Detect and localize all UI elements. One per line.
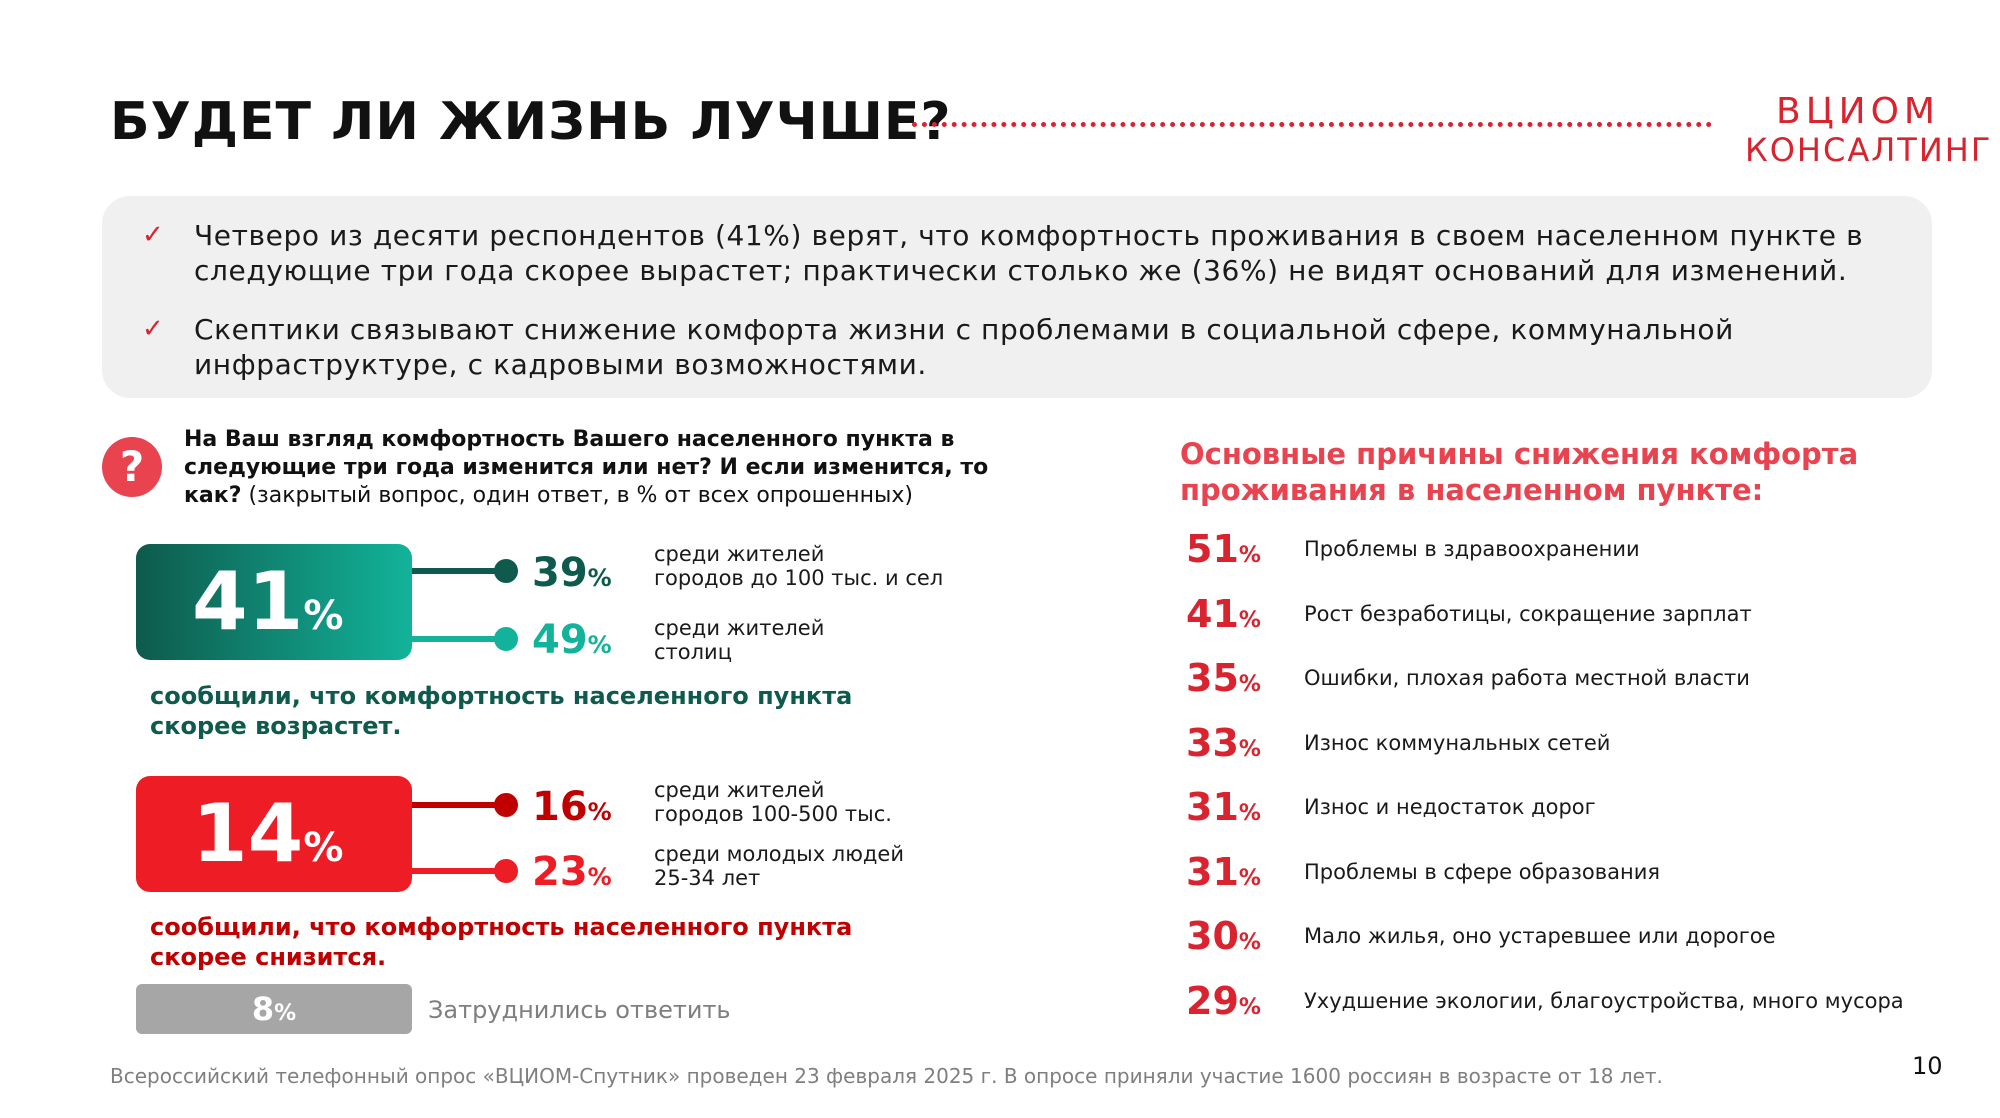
reason-value: 41% bbox=[1186, 591, 1261, 636]
reason-label: Проблемы в здравоохранении bbox=[1304, 537, 1640, 561]
page-title: БУДЕТ ЛИ ЖИЗНЬ ЛУЧШЕ? bbox=[110, 92, 952, 152]
increase-sub-label-1: среди жителей городов до 100 тыс. и сел bbox=[654, 542, 944, 590]
reason-value: 33% bbox=[1186, 720, 1261, 765]
reason-row: 35% Ошибки, плохая работа местной власти bbox=[1186, 655, 1946, 701]
summary-panel: ✓ Четверо из десяти респондентов (41%) в… bbox=[102, 196, 1932, 398]
decrease-total-value: 14% bbox=[192, 787, 344, 880]
reason-value: 30% bbox=[1186, 914, 1261, 958]
decrease-connector-1 bbox=[412, 802, 504, 808]
reason-row: 41% Рост безработицы, сокращение зарплат bbox=[1186, 591, 1946, 637]
increase-sub-value-1: 39% bbox=[532, 550, 612, 596]
reasons-title: Основные причины снижения комфорта прожи… bbox=[1180, 437, 1859, 507]
summary-bullet-text: Скептики связывают снижение комфорта жиз… bbox=[194, 313, 1734, 381]
decrease-connector-2 bbox=[412, 868, 504, 874]
reason-value: 31% bbox=[1186, 785, 1261, 829]
increase-caption: сообщили, что комфортность населенного п… bbox=[150, 682, 853, 740]
reason-label: Износ коммунальных сетей bbox=[1304, 730, 1611, 755]
dont-know-label: Затруднились ответить bbox=[428, 996, 731, 1024]
check-icon: ✓ bbox=[142, 220, 165, 250]
decrease-sub-value-1: 16% bbox=[532, 784, 612, 830]
increase-connector-1 bbox=[412, 568, 504, 574]
title-dotted-divider bbox=[912, 122, 1712, 127]
check-icon: ✓ bbox=[142, 314, 165, 344]
reason-value: 31% bbox=[1186, 849, 1261, 894]
logo-line-1: ВЦИОМ bbox=[1776, 91, 1940, 132]
reason-label: Износ и недостаток дорог bbox=[1304, 795, 1596, 819]
question-note: (закрытый вопрос, один ответ, в % от все… bbox=[241, 483, 913, 508]
survey-footnote: Всероссийский телефонный опрос «ВЦИОМ-Сп… bbox=[110, 1064, 1663, 1088]
reason-label: Ухудшение экологии, благоустройства, мно… bbox=[1304, 988, 1904, 1013]
decrease-total-box: 14% bbox=[136, 776, 412, 892]
reason-row: 33% Износ коммунальных сетей bbox=[1186, 720, 1946, 766]
dont-know-value: 8 bbox=[251, 990, 275, 1028]
increase-connector-2 bbox=[412, 636, 504, 642]
reason-label: Рост безработицы, сокращение зарплат bbox=[1304, 601, 1752, 626]
increase-sub-label-2: среди жителей столиц bbox=[654, 616, 825, 664]
decrease-sub-value-2: 23% bbox=[532, 849, 612, 895]
decrease-dot-1 bbox=[494, 793, 518, 817]
decrease-sub-label-2: среди молодых людей 25-34 лет bbox=[654, 842, 904, 890]
increase-total-value: 41% bbox=[192, 555, 344, 648]
reason-value: 29% bbox=[1186, 978, 1261, 1023]
reason-value: 35% bbox=[1186, 656, 1261, 700]
question-text: На Ваш взгляд комфортность Вашего населе… bbox=[184, 427, 989, 508]
decrease-sub-label-1: среди жителей городов 100-500 тыс. bbox=[654, 778, 892, 826]
decrease-dot-2 bbox=[494, 859, 518, 883]
reason-value: 51% bbox=[1186, 527, 1261, 571]
dont-know-box: 8% bbox=[136, 984, 412, 1034]
reason-label: Мало жилья, оно устаревшее или дорогое bbox=[1304, 924, 1776, 948]
increase-sub-value-2: 49% bbox=[532, 617, 612, 663]
reason-row: 51% Проблемы в здравоохранении bbox=[1186, 526, 1946, 572]
increase-dot-1 bbox=[494, 559, 518, 583]
reason-row: 31% Проблемы в сфере образования bbox=[1186, 849, 1946, 895]
reason-label: Проблемы в сфере образования bbox=[1304, 859, 1661, 884]
increase-total-box: 41% bbox=[136, 544, 412, 660]
reason-row: 30% Мало жилья, оно устаревшее или дорого… bbox=[1186, 913, 1946, 959]
decrease-caption: сообщили, что комфортность населенного п… bbox=[150, 913, 853, 971]
logo-line-2: КОНСАЛТИНГ bbox=[1745, 131, 1993, 169]
reason-row: 29% Ухудшение экологии, благоустройства, … bbox=[1186, 978, 1946, 1024]
survey-question: На Ваш взгляд комфортность Вашего населе… bbox=[184, 426, 1044, 510]
increase-dot-2 bbox=[494, 627, 518, 651]
vciom-logo: ВЦИОМ КОНСАЛТИНГ bbox=[1745, 91, 1993, 169]
question-mark-icon: ? bbox=[102, 437, 162, 497]
reason-row: 31% Износ и недостаток дорог bbox=[1186, 784, 1946, 830]
page-number: 10 bbox=[1912, 1052, 1943, 1080]
reason-label: Ошибки, плохая работа местной власти bbox=[1304, 666, 1750, 690]
summary-bullet-text: Четверо из десяти респондентов (41%) вер… bbox=[194, 219, 1864, 287]
